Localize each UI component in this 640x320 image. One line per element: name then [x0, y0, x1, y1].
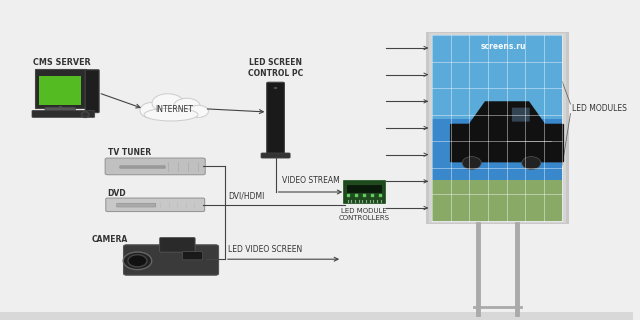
Text: LED MODULES: LED MODULES — [572, 104, 627, 113]
FancyBboxPatch shape — [0, 312, 634, 320]
FancyBboxPatch shape — [45, 107, 76, 111]
Ellipse shape — [522, 156, 541, 169]
Polygon shape — [468, 101, 546, 125]
FancyBboxPatch shape — [261, 153, 290, 158]
Ellipse shape — [124, 252, 152, 269]
FancyBboxPatch shape — [159, 237, 195, 252]
Ellipse shape — [462, 156, 481, 169]
Ellipse shape — [152, 94, 184, 112]
Text: LED VIDEO SCREEN: LED VIDEO SCREEN — [228, 245, 302, 254]
FancyBboxPatch shape — [512, 108, 530, 122]
Text: CMS SERVER: CMS SERVER — [33, 58, 91, 67]
Ellipse shape — [81, 112, 89, 117]
Ellipse shape — [188, 105, 209, 117]
Text: TV TUNER: TV TUNER — [108, 148, 151, 157]
FancyBboxPatch shape — [450, 124, 564, 162]
FancyBboxPatch shape — [344, 181, 385, 203]
FancyBboxPatch shape — [106, 198, 205, 212]
Ellipse shape — [128, 255, 147, 267]
Text: INTERNET: INTERNET — [156, 105, 193, 114]
Ellipse shape — [274, 87, 278, 89]
FancyBboxPatch shape — [35, 69, 86, 108]
FancyBboxPatch shape — [32, 110, 95, 117]
FancyBboxPatch shape — [429, 33, 566, 223]
Text: LED MODULE
CONTROLLERS: LED MODULE CONTROLLERS — [339, 208, 390, 221]
Text: VIDEO STREAM: VIDEO STREAM — [282, 176, 339, 185]
FancyBboxPatch shape — [120, 166, 165, 168]
FancyBboxPatch shape — [426, 32, 568, 224]
FancyBboxPatch shape — [433, 180, 562, 221]
Text: DVI/HDMI: DVI/HDMI — [228, 191, 264, 200]
Text: screens.ru: screens.ru — [481, 42, 526, 51]
FancyBboxPatch shape — [124, 245, 218, 275]
FancyBboxPatch shape — [267, 82, 284, 155]
FancyBboxPatch shape — [116, 203, 156, 207]
FancyBboxPatch shape — [182, 252, 203, 260]
Text: DVD: DVD — [108, 189, 126, 198]
FancyBboxPatch shape — [85, 70, 99, 113]
FancyBboxPatch shape — [433, 35, 562, 221]
FancyBboxPatch shape — [105, 158, 205, 175]
FancyBboxPatch shape — [433, 35, 562, 119]
FancyBboxPatch shape — [347, 185, 381, 192]
Ellipse shape — [140, 102, 164, 118]
FancyBboxPatch shape — [39, 76, 81, 105]
Text: LED SCREEN
CONTROL PC: LED SCREEN CONTROL PC — [248, 58, 303, 78]
Text: CAMERA: CAMERA — [92, 235, 128, 244]
Ellipse shape — [173, 98, 200, 114]
Ellipse shape — [144, 108, 198, 121]
